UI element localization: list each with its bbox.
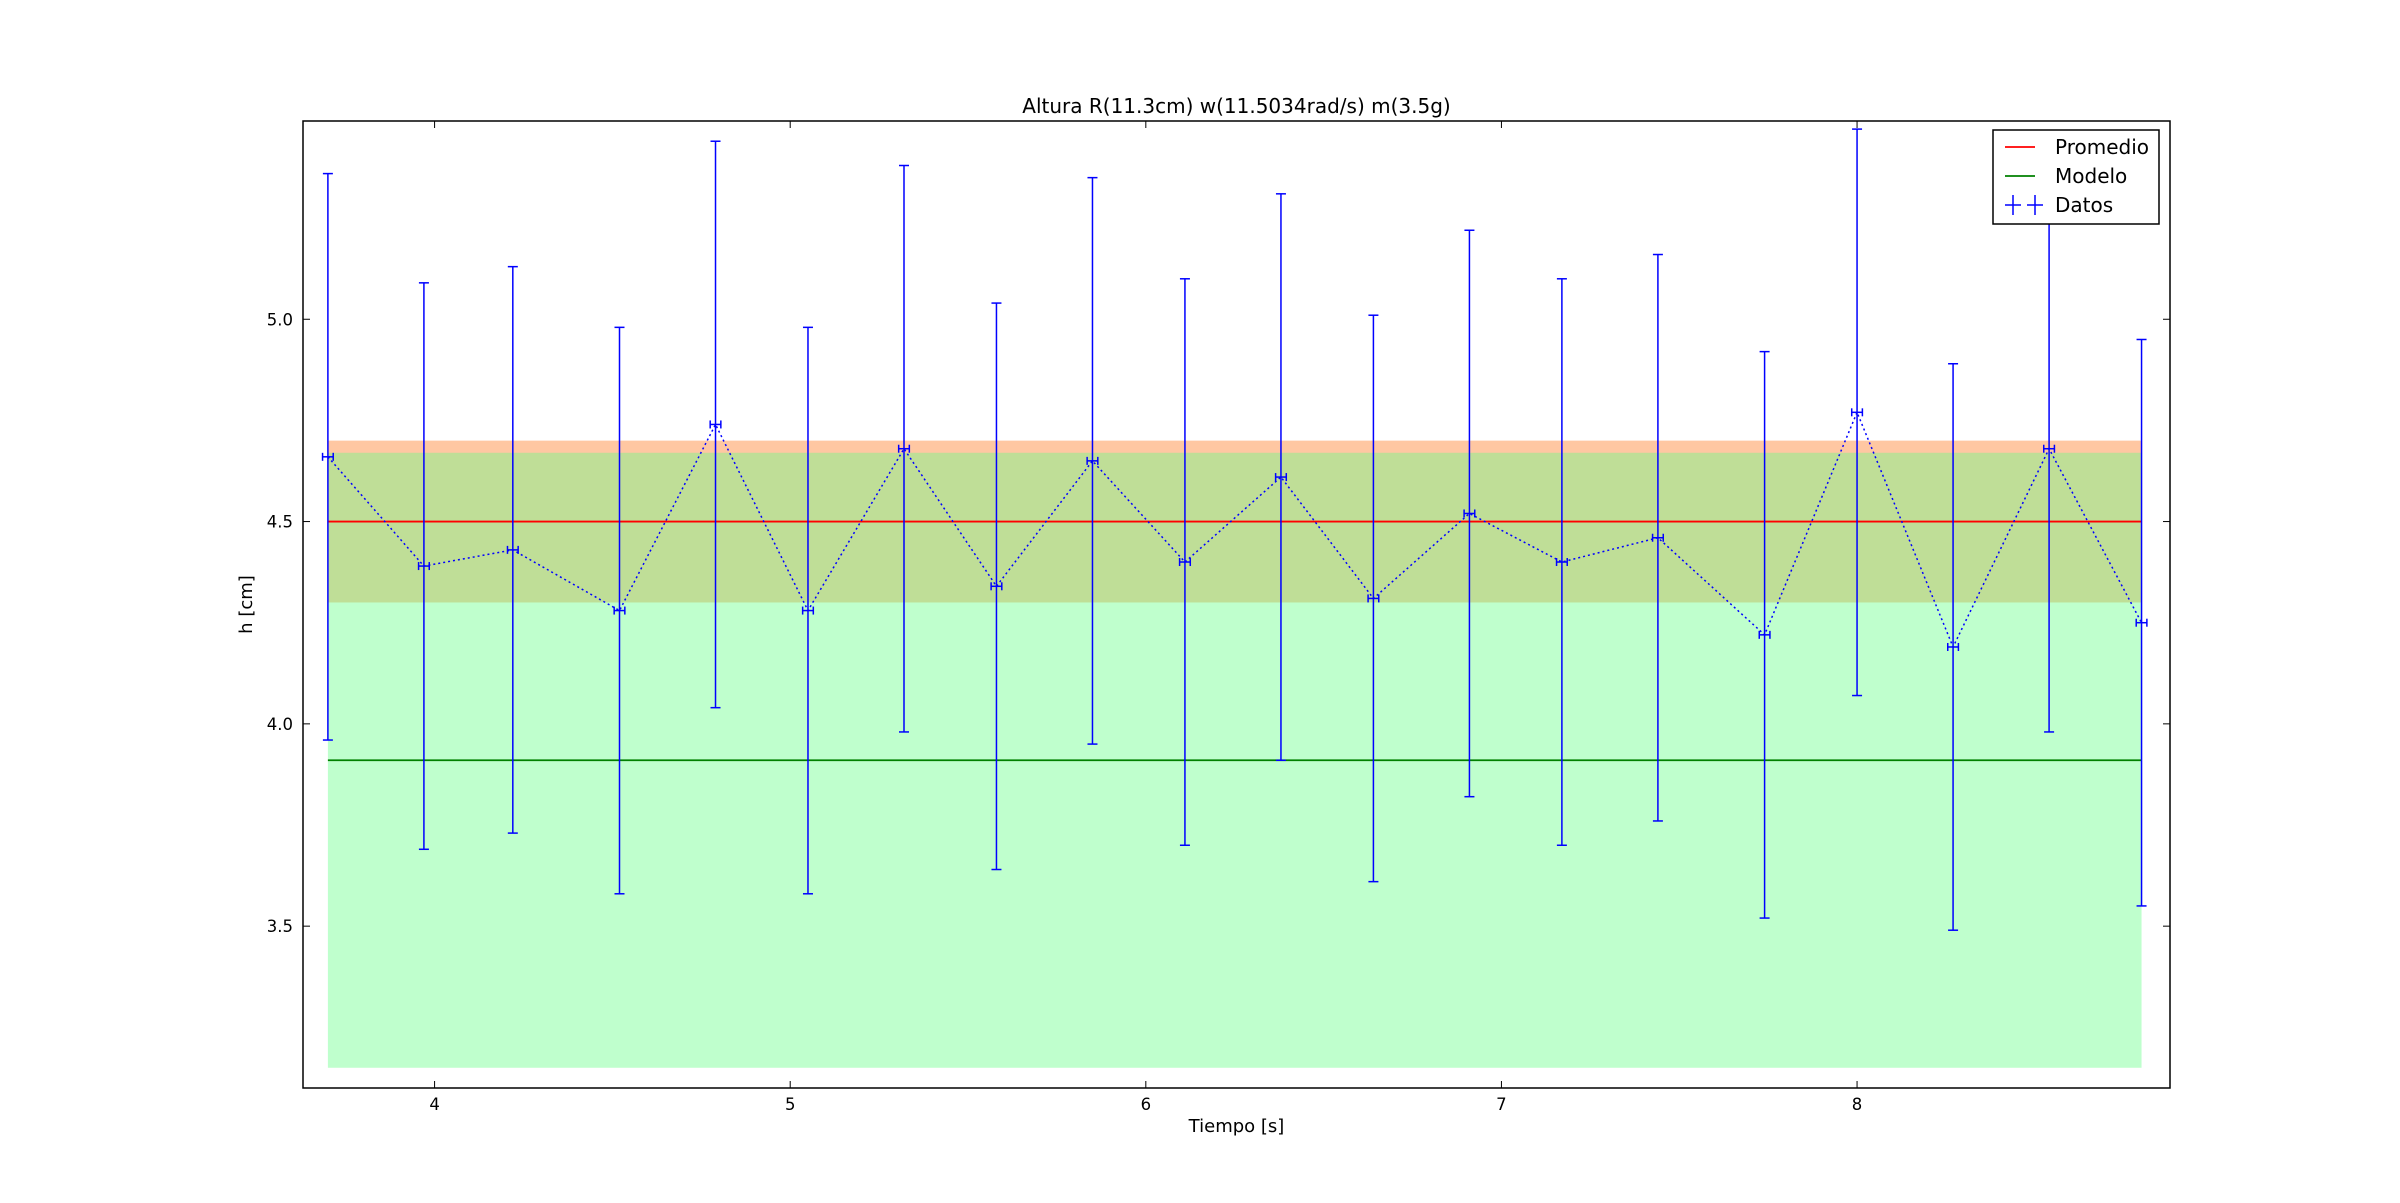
data-point-1	[417, 282, 430, 851]
y-tick-label-1: 4.0	[267, 715, 293, 734]
data-point-11	[1367, 314, 1380, 883]
data-point-4	[709, 140, 722, 709]
data-point-14	[1651, 253, 1664, 822]
legend-label-promedio: Promedio	[2055, 135, 2149, 159]
data-point-2	[506, 265, 519, 834]
x-axis-label: Tiempo [s]	[1188, 1116, 1285, 1137]
data-point-9	[1178, 278, 1192, 846]
data-point-10	[1274, 193, 1288, 762]
y-tick-label-2: 4.5	[267, 513, 293, 532]
data-point-16	[1850, 128, 1864, 697]
data-point-13	[1555, 278, 1568, 846]
x-tick-label-0: 4	[429, 1095, 440, 1114]
x-tick-label-4: 8	[1852, 1095, 1863, 1114]
data-point-0	[321, 172, 334, 741]
data-point-12	[1463, 229, 1476, 798]
legend-marker-datos	[2005, 195, 2043, 215]
data-point-17	[1946, 363, 1960, 931]
y-tick-label-3: 5.0	[267, 310, 293, 329]
x-tick-label-1: 5	[785, 1095, 796, 1114]
data-point-5	[801, 326, 815, 895]
bands-layer	[327, 440, 2142, 1068]
plot-area-frame	[302, 120, 2171, 1089]
y-tick-label-0: 3.5	[267, 917, 293, 936]
y-axis-label: h [cm]	[236, 575, 257, 634]
ticks-layer: 4 5 6 7 8 3.5 4.0 4.5 5.0	[267, 121, 2170, 1114]
legend-label-modelo: Modelo	[2055, 164, 2127, 188]
chart-title: Altura R(11.3cm) w(11.5034rad/s) m(3.5g)	[1022, 94, 1450, 118]
data-series-layer	[321, 128, 2148, 931]
legend-label-datos: Datos	[2055, 193, 2113, 217]
x-tick-label-3: 7	[1496, 1095, 1507, 1114]
data-point-19	[2135, 338, 2148, 907]
data-point-6	[897, 164, 911, 733]
data-point-3	[613, 326, 626, 895]
x-tick-label-2: 6	[1141, 1095, 1152, 1114]
legend-box	[1992, 129, 2160, 225]
data-point-7	[990, 302, 1003, 871]
legend: Promedio Modelo Datos	[1992, 129, 2160, 225]
data-point-8	[1086, 176, 1099, 745]
lines-layer	[327, 520, 2142, 762]
data-point-15	[1758, 350, 1771, 919]
